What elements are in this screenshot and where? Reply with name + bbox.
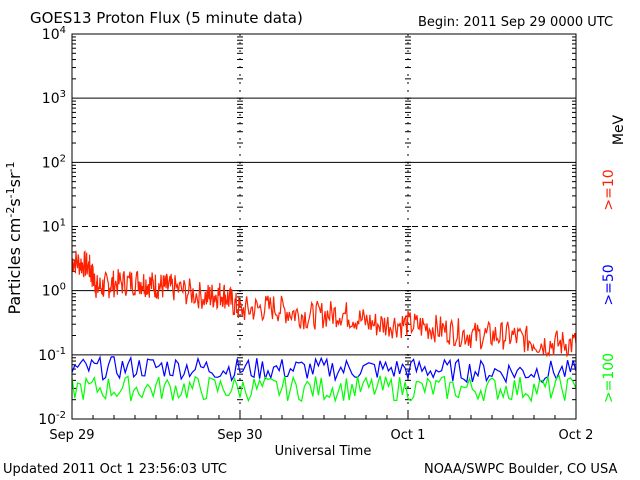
x-tick-labels: Sep 29 Sep 30 Oct 1 Oct 2	[49, 428, 593, 443]
y-tick-label: 102	[42, 153, 66, 171]
x-tick-label: Oct 2	[559, 428, 594, 443]
x-tick-label: Sep 29	[49, 428, 94, 443]
plot-frame	[71, 33, 577, 420]
chart-title: GOES13 Proton Flux (5 minute data)	[30, 9, 303, 27]
updated-label: Updated 2011 Oct 1 23:56:03 UTC	[3, 462, 227, 477]
legend-item: >=10	[601, 169, 617, 210]
x-tick-label: Oct 1	[391, 428, 426, 443]
legend-unit: MeV	[611, 114, 627, 145]
legend-unit-group: MeV	[611, 114, 627, 145]
y-tick-label: 10-2	[38, 410, 66, 428]
begin-label: Begin: 2011 Sep 29 0000 UTC	[418, 15, 614, 30]
y-axis-label: Particles cm-2s-1sr-1	[4, 161, 24, 314]
legend-label: >=50	[601, 264, 617, 305]
legend-label: >=100	[601, 353, 617, 403]
y-tick-label: 104	[42, 25, 66, 43]
x-axis-label: Universal Time	[275, 444, 372, 459]
x-tick-label: Sep 30	[217, 428, 262, 443]
y-tick-label: 10-1	[38, 346, 66, 364]
y-tick-label: 100	[42, 282, 66, 300]
legend-label: >=10	[601, 169, 617, 210]
y-tick-label: 101	[42, 218, 66, 236]
legend-item: >=100	[601, 353, 617, 403]
credit-label: NOAA/SWPC Boulder, CO USA	[424, 462, 618, 477]
series-lines	[71, 250, 577, 404]
series-line-1	[71, 355, 577, 384]
legend: >=10 >=50 >=100 MeV	[601, 114, 627, 403]
series-line-2	[71, 374, 577, 404]
y-tick-label: 103	[42, 89, 66, 107]
legend-item: >=50	[601, 264, 617, 305]
y-tick-labels: 10-2 10-1 100 101 102 103 104	[38, 25, 66, 428]
series-line-0	[71, 250, 577, 358]
